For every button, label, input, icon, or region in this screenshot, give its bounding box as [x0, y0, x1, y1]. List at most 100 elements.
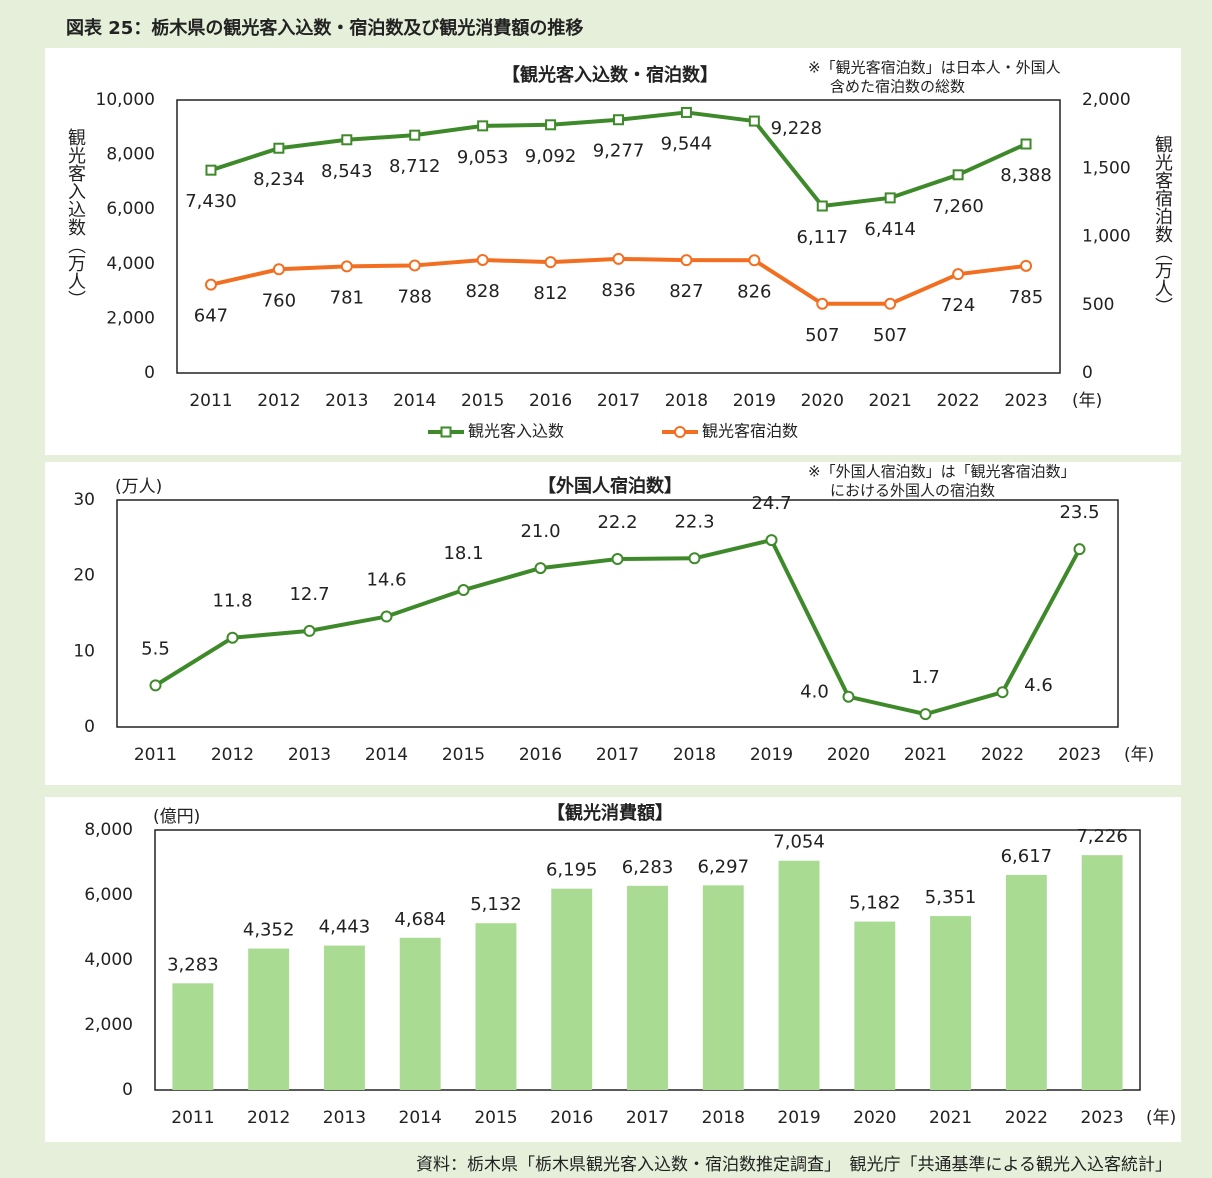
data-label: 6,617	[1001, 846, 1053, 867]
data-label: 11.8	[212, 591, 252, 612]
data-label: 22.2	[597, 512, 637, 533]
data-label: 760	[262, 290, 296, 311]
data-label: 9,053	[457, 147, 509, 168]
marker	[226, 631, 239, 644]
x-tick-label: 2012	[257, 391, 300, 411]
y-tick-label: 20	[73, 566, 95, 586]
bar	[551, 888, 593, 1090]
data-label: 5.5	[141, 638, 170, 659]
bar	[1081, 855, 1123, 1090]
legend-label: 観光客入込数	[468, 422, 564, 441]
legend-label: 観光客宿泊数	[702, 422, 798, 441]
y-tick-label: 2,000	[84, 1015, 133, 1035]
note: における外国人の宿泊数	[830, 482, 995, 500]
x-tick-label: 2020	[801, 391, 844, 411]
marker	[303, 624, 316, 637]
x-tick-label: 2017	[596, 745, 639, 765]
x-tick-label: 2021	[869, 391, 912, 411]
data-label: 4.0	[800, 682, 829, 703]
x-tick-label: 2013	[288, 745, 331, 765]
bar	[475, 923, 517, 1090]
bar	[323, 945, 365, 1090]
y-tick-label: 2,000	[106, 308, 155, 328]
x-tick-label: 2022	[981, 745, 1024, 765]
y-axis-label: 観光客入込数（万人）	[65, 128, 86, 308]
y-tick-label: 0	[84, 717, 95, 737]
marker	[273, 142, 285, 154]
x-tick-label: 2021	[904, 745, 947, 765]
x-tick-label: 2013	[325, 391, 368, 411]
data-label: 5,132	[470, 894, 522, 915]
data-label: 5,182	[849, 893, 901, 914]
data-label: 812	[533, 283, 567, 304]
data-label: 22.3	[674, 511, 714, 532]
y-tick-label: 8,000	[106, 145, 155, 165]
marker	[996, 686, 1009, 699]
marker	[748, 115, 760, 127]
marker	[611, 553, 624, 566]
y2-tick-label: 2,000	[1082, 90, 1131, 110]
data-label: 781	[330, 287, 364, 308]
x-tick-label: 2011	[171, 1108, 214, 1128]
y-tick-label: 30	[73, 490, 95, 510]
marker	[952, 268, 965, 281]
legend-marker	[674, 426, 686, 438]
source: 資料：栃木県「栃木県観光客入込数・宿泊数推定調査」 観光庁「共通基準による観光入…	[416, 1155, 1172, 1175]
data-label: 647	[194, 306, 228, 327]
y-unit: (億円)	[153, 807, 200, 827]
bar	[627, 885, 668, 1090]
marker	[457, 584, 470, 597]
marker	[816, 200, 828, 212]
data-label: 9,544	[661, 133, 713, 154]
x-tick-label: 2018	[665, 391, 708, 411]
bar	[399, 937, 441, 1090]
x-tick-label: 2014	[393, 391, 436, 411]
marker	[919, 708, 932, 721]
data-label: 12.7	[289, 584, 329, 605]
x-tick-label: 2016	[550, 1108, 593, 1128]
x-tick-label: 2011	[189, 391, 232, 411]
data-label: 9,092	[525, 146, 577, 167]
chart-title: 【観光客入込数・宿泊数】	[502, 64, 718, 86]
x-tick-label: 2017	[626, 1108, 669, 1128]
bar	[778, 860, 820, 1090]
y-tick-label: 10	[73, 641, 95, 661]
marker	[477, 120, 489, 132]
bar	[172, 983, 214, 1090]
marker	[688, 552, 701, 565]
x-tick-label: 2020	[853, 1108, 896, 1128]
data-label: 788	[398, 286, 432, 307]
data-label: 21.0	[520, 521, 560, 542]
data-label: 9,228	[771, 118, 823, 139]
chart-title: 【外国人宿泊数】	[538, 475, 682, 497]
marker	[680, 254, 693, 267]
panel	[45, 462, 1181, 785]
note: ※「観光客宿泊数」は日本人・外国人	[808, 59, 1061, 77]
x-tick-label: 2015	[461, 391, 504, 411]
y2-axis-label: 観光客宿泊数（万人）	[1152, 135, 1173, 315]
marker	[680, 106, 692, 118]
marker	[1020, 259, 1033, 272]
marker	[884, 297, 897, 310]
data-label: 6,283	[622, 857, 674, 878]
data-label: 724	[941, 295, 975, 316]
y2-tick-label: 0	[1082, 363, 1093, 383]
data-label: 5,351	[925, 887, 977, 908]
marker	[534, 562, 547, 575]
x-unit: (年)	[1072, 391, 1102, 411]
x-tick-label: 2015	[442, 745, 485, 765]
note: 含めた宿泊数の総数	[830, 78, 965, 96]
data-label: 8,543	[321, 161, 373, 182]
y-unit: (万人)	[115, 477, 162, 497]
y2-tick-label: 500	[1082, 295, 1114, 315]
marker	[545, 119, 557, 131]
data-label: 6,195	[546, 860, 598, 881]
y-tick-label: 6,000	[84, 885, 133, 905]
data-label: 3,283	[167, 954, 219, 975]
x-tick-label: 2012	[211, 745, 254, 765]
x-tick-label: 2020	[827, 745, 870, 765]
marker	[748, 254, 761, 267]
y-tick-label: 10,000	[96, 90, 155, 110]
bar	[702, 885, 744, 1090]
